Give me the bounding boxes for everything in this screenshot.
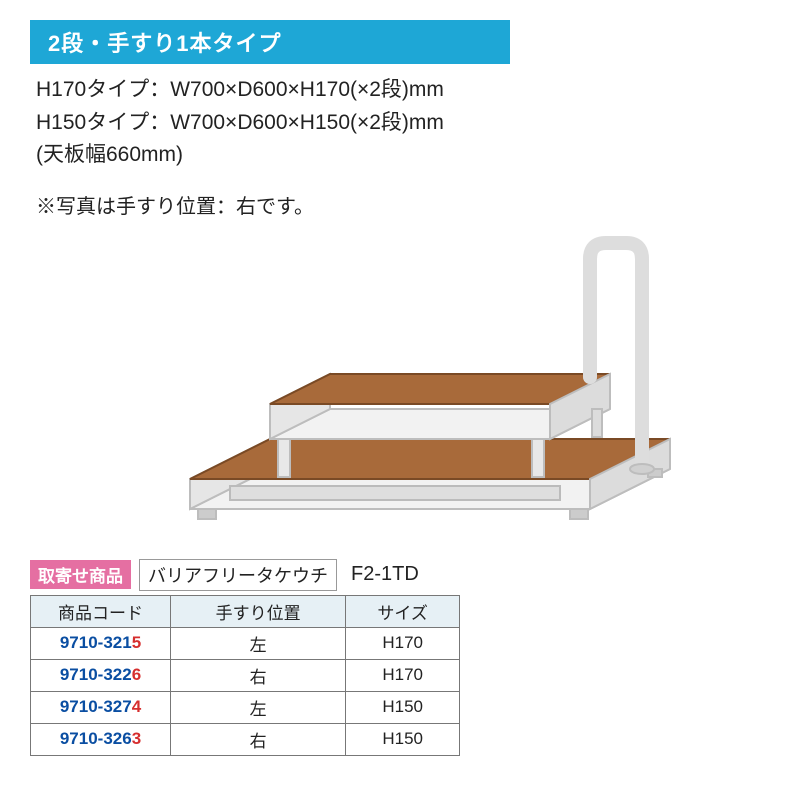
spec-line: H170タイプ：W700×D600×H170(×2段)mm [36, 74, 770, 107]
col-code: 商品コード [31, 595, 171, 627]
cell-size: H150 [346, 723, 460, 755]
cell-code: 9710-3263 [31, 723, 171, 755]
cell-code: 9710-3226 [31, 659, 171, 691]
table-row: 9710-3274左H150 [31, 691, 460, 723]
cell-position: 右 [171, 723, 346, 755]
cell-position: 左 [171, 691, 346, 723]
col-position: 手すり位置 [171, 595, 346, 627]
brand-name: バリアフリータケウチ [139, 559, 337, 591]
model-code: F2-1TD [345, 563, 419, 586]
table-row: 9710-3226右H170 [31, 659, 460, 691]
spec-block: H170タイプ：W700×D600×H170(×2段)mm H150タイプ：W7… [30, 74, 770, 172]
cell-code: 9710-3215 [31, 627, 171, 659]
cell-size: H150 [346, 691, 460, 723]
table-row: 9710-3263右H150 [31, 723, 460, 755]
photo-note: ※写真は手すり位置：右です。 [30, 190, 770, 219]
section-header: 2段・手すり1本タイプ [30, 20, 510, 64]
cell-size: H170 [346, 659, 460, 691]
spec-line: H150タイプ：W700×D600×H150(×2段)mm [36, 107, 770, 140]
spec-line: (天板幅660mm) [36, 139, 770, 172]
product-illustration [30, 229, 770, 549]
cell-size: H170 [346, 627, 460, 659]
order-badge: 取寄せ商品 [30, 560, 131, 589]
table-row: 9710-3215左H170 [31, 627, 460, 659]
col-size: サイズ [346, 595, 460, 627]
spec-table: 商品コード 手すり位置 サイズ 9710-3215左H1709710-3226右… [30, 595, 460, 756]
cell-position: 右 [171, 659, 346, 691]
cell-code: 9710-3274 [31, 691, 171, 723]
product-header-row: 取寄せ商品 バリアフリータケウチ F2-1TD [30, 559, 770, 591]
cell-position: 左 [171, 627, 346, 659]
